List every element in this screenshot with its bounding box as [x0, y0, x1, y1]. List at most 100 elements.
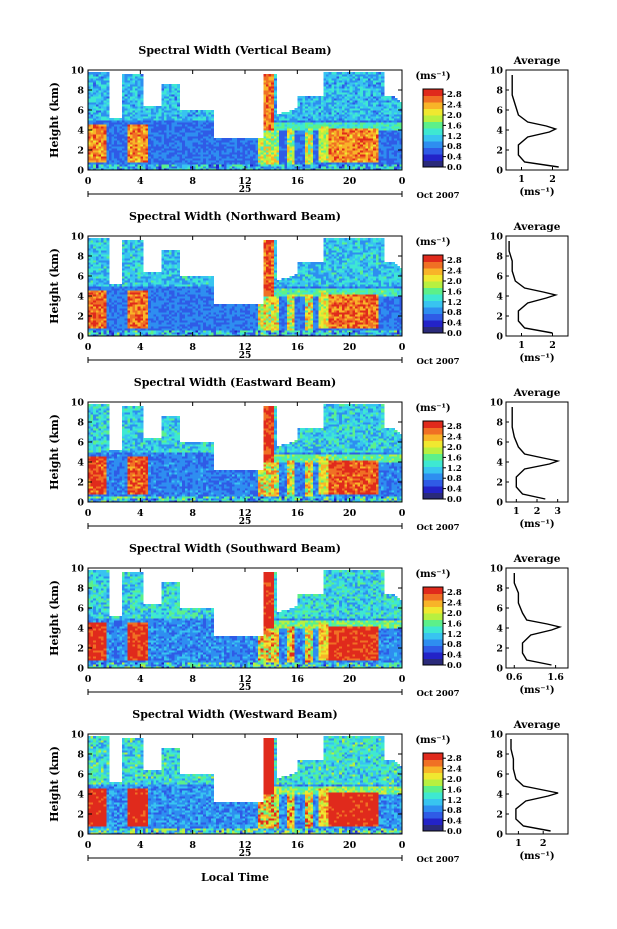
heatmap-cell — [323, 142, 327, 145]
heatmap-cell — [326, 142, 330, 145]
heatmap-cell — [386, 100, 390, 103]
heatmap-cell — [365, 140, 369, 143]
heatmap-cell — [362, 108, 366, 111]
heatmap-cell — [93, 98, 97, 101]
heatmap-cell — [294, 164, 298, 167]
heatmap-cell — [333, 78, 338, 81]
heatmap-cell — [122, 132, 126, 135]
heatmap-cell — [132, 120, 136, 123]
heatmap-cell — [281, 154, 285, 157]
heatmap-cell — [373, 84, 377, 87]
heatmap-cell — [127, 142, 131, 145]
heatmap-cell — [124, 86, 128, 89]
heatmap-cell — [135, 80, 139, 83]
heatmap-cell — [323, 134, 327, 137]
heatmap-cell — [357, 92, 361, 95]
heatmap-cell — [297, 104, 301, 107]
heatmap-cell — [166, 132, 170, 135]
heatmap-cell — [127, 94, 131, 97]
heatmap-cell — [166, 154, 170, 157]
heatmap-cell — [326, 120, 330, 123]
heatmap-cell — [339, 80, 343, 83]
heatmap-cell — [297, 116, 301, 119]
heatmap-cell — [247, 150, 251, 153]
heatmap-cell — [341, 150, 346, 153]
heatmap-cell — [171, 100, 175, 103]
heatmap-cell — [388, 136, 393, 139]
heatmap-cell — [101, 114, 105, 117]
heatmap-cell — [93, 96, 97, 99]
heatmap-cell — [263, 104, 267, 107]
heatmap-cell — [271, 148, 275, 151]
heatmap-cell — [208, 130, 212, 133]
heatmap-cell — [171, 94, 175, 97]
heatmap-cell — [252, 146, 257, 149]
heatmap-cell — [362, 88, 366, 91]
heatmap-cell — [106, 134, 110, 137]
heatmap-cell — [119, 118, 123, 121]
heatmap-cell — [388, 102, 393, 105]
heatmap-cell — [284, 152, 288, 155]
heatmap-cell — [184, 124, 189, 127]
heatmap-cell — [247, 148, 251, 151]
heatmap-cell — [305, 166, 309, 169]
heatmap-cell — [124, 116, 128, 119]
heatmap-cell — [129, 122, 134, 125]
heatmap-cell — [237, 138, 241, 141]
heatmap-cell — [299, 130, 304, 133]
heatmap-cell — [375, 84, 380, 87]
heatmap-cell — [163, 150, 168, 153]
heatmap-cell — [336, 148, 340, 151]
heatmap-cell — [231, 164, 236, 167]
heatmap-cell — [132, 154, 136, 157]
heatmap-cell — [245, 144, 249, 147]
heatmap-cell — [145, 154, 149, 157]
heatmap-cell — [197, 144, 202, 147]
heatmap-cell — [281, 166, 285, 169]
heatmap-cell — [106, 138, 110, 141]
heatmap-cell — [328, 108, 332, 111]
heatmap-cell — [391, 124, 395, 127]
heatmap-cell — [265, 156, 270, 159]
heatmap-cell — [352, 100, 356, 103]
heatmap-cell — [247, 156, 251, 159]
heatmap-cell — [163, 108, 168, 111]
heatmap-cell — [263, 134, 267, 137]
heatmap-cell — [276, 116, 280, 119]
heatmap-cell — [203, 128, 207, 131]
heatmap-cell — [216, 146, 220, 149]
colorbar-unit: (ms⁻¹) — [415, 71, 450, 82]
heatmap-cell — [328, 154, 332, 157]
heatmap-cell — [286, 130, 291, 133]
heatmap-cell — [323, 168, 327, 171]
heatmap-cell — [210, 168, 215, 171]
heatmap-cell — [336, 112, 340, 115]
heatmap-cell — [135, 84, 139, 87]
heatmap-cell — [98, 108, 102, 111]
heatmap-cell — [224, 158, 228, 161]
heatmap-cell — [357, 156, 361, 159]
heatmap-cell — [192, 134, 196, 137]
heatmap-cell — [98, 154, 102, 157]
heatmap-cell — [328, 88, 332, 91]
panel-title: Spectral Width (Northward Beam) — [129, 210, 341, 223]
heatmap-cell — [352, 166, 356, 169]
heatmap-cell — [106, 146, 110, 149]
heatmap-cell — [313, 168, 317, 171]
heatmap-cell — [176, 128, 181, 131]
heatmap-cell — [352, 110, 356, 113]
heatmap-cell — [174, 132, 178, 135]
heatmap-cell — [250, 150, 254, 153]
heatmap-cell — [106, 168, 110, 171]
heatmap-cell — [116, 168, 120, 171]
heatmap-cell — [166, 130, 170, 133]
heatmap-cell — [101, 164, 105, 167]
profile-title: Average — [513, 55, 561, 67]
heatmap-cell — [132, 130, 136, 133]
heatmap-cell — [129, 96, 134, 99]
heatmap-cell — [140, 102, 144, 105]
heatmap-cell — [302, 96, 306, 99]
heatmap-cell — [231, 140, 236, 143]
heatmap-cell — [297, 106, 301, 109]
heatmap-cell — [370, 164, 374, 167]
